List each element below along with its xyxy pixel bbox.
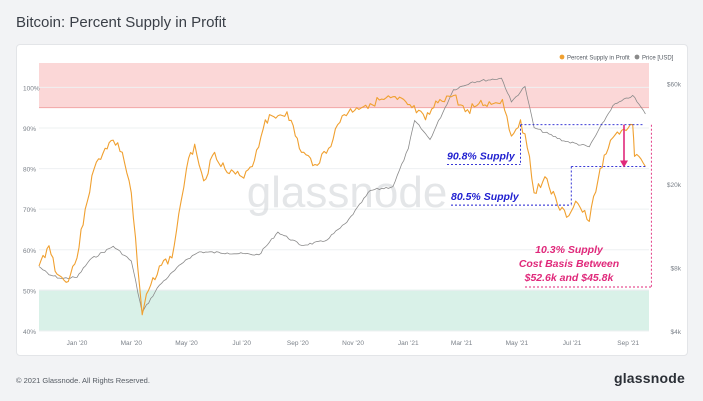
upper-threshold-band [39,63,649,108]
footer-copyright: © 2021 Glassnode. All Rights Reserved. [16,376,150,385]
annotation-label-80-5: 80.5% Supply [451,191,520,203]
x-tick-label: Jul '20 [232,340,251,347]
watermark: glassnode [247,168,448,217]
legend-label-price: Price [USD] [642,56,674,62]
y-right-tick-label: $20k [667,182,682,189]
series-layer [38,77,646,316]
series-line-price [38,77,646,314]
legend: Percent Supply in Profit Price [USD] [559,54,674,62]
annotation-callout-line: $52.6k and $45.8k [524,272,615,284]
series-line-percent-supply-in-profit [38,94,646,316]
y-right-tick-label: $8k [671,266,682,273]
y-left-tick-label: 50% [23,288,36,295]
y-left-tick-label: 70% [23,207,36,214]
x-tick-label: Nov '20 [342,340,364,347]
x-tick-label: Jan '20 [67,340,88,347]
y-left-tick-label: 100% [23,85,40,92]
annotation-layer: 90.8% Supply 80.5% Supply 10.3% Supply Cost… [447,124,652,288]
x-tick-label: Sep '20 [287,340,309,347]
grid-layer [39,86,649,332]
chart-svg: glassnode 40% 50% 60% 70% 80% 90% 100% $4k $8k $2… [23,54,682,347]
y-left-tick-label: 60% [23,248,36,255]
lower-threshold-band [39,290,649,331]
legend-swatch-price [634,54,640,60]
annotation-callout-line: Cost Basis Between [519,258,619,270]
x-tick-label: Jan '21 [398,340,419,347]
x-tick-label: May '21 [506,340,529,347]
y-left-tick-label: 80% [23,167,36,174]
chart-card: glassnode 40% 50% 60% 70% 80% 90% 100% $4k $8k $2… [16,44,688,356]
legend-label-supply: Percent Supply in Profit [567,56,630,62]
footer-brand-logo: glassnode [613,370,685,386]
x-tick-label: Mar '21 [451,340,473,347]
y-left-tick-label: 90% [23,126,36,133]
annotation-arrow-head [619,160,628,168]
y-right-tick-label: $4k [671,329,682,336]
chart-title: Bitcoin: Percent Supply in Profit [16,14,227,31]
annotation-callout-line: 10.3% Supply [535,244,604,256]
annotation-label-90-8: 90.8% Supply [447,151,516,163]
legend-swatch-supply [559,54,565,60]
y-left-tick-label: 40% [23,329,36,336]
y-right-tick-label: $60k [667,81,682,88]
x-tick-label: Sep '21 [617,340,639,347]
x-tick-label: Jul '21 [563,340,582,347]
x-tick-label: May '20 [175,340,198,347]
axis-layer: 40% 50% 60% 70% 80% 90% 100% $4k $8k $20k $60k Jan … [23,81,682,347]
x-tick-label: Mar '20 [121,340,143,347]
